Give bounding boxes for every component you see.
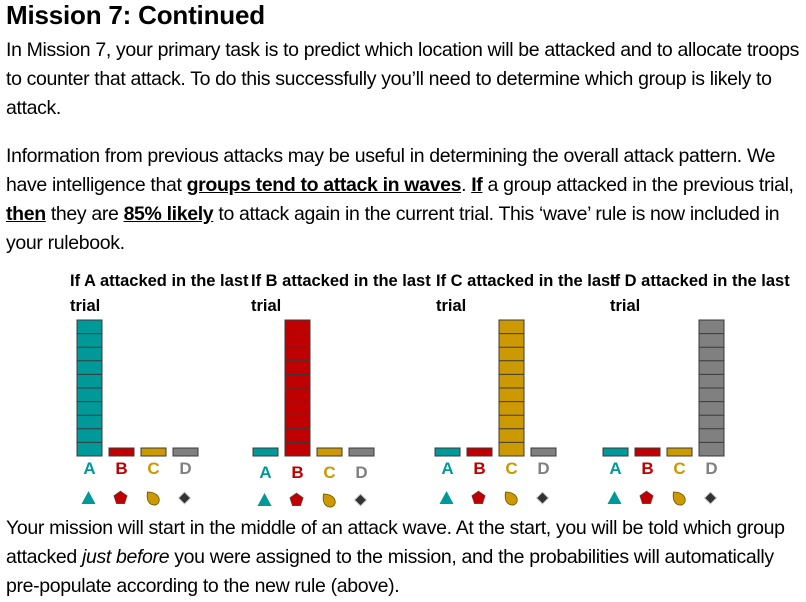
bar-c bbox=[666, 447, 693, 457]
diamond-icon bbox=[353, 493, 368, 507]
bar-a bbox=[252, 447, 279, 457]
pentagon-icon bbox=[471, 490, 486, 505]
text-segment: to attack again in the current trial. Th… bbox=[6, 203, 780, 254]
category-label-d: D bbox=[355, 463, 367, 482]
triangle-icon bbox=[607, 491, 622, 504]
bar-b bbox=[634, 447, 661, 457]
category-label-b: B bbox=[115, 459, 127, 478]
bar-d bbox=[530, 447, 557, 457]
pentagon-icon bbox=[639, 490, 654, 505]
teardrop-icon bbox=[322, 493, 336, 508]
emphasis-just-before: just before bbox=[81, 546, 170, 568]
emphasis-then: then bbox=[6, 203, 46, 225]
bar-c bbox=[316, 447, 343, 457]
text-segment: they are bbox=[45, 203, 124, 225]
teardrop-icon bbox=[146, 491, 160, 506]
bar-d bbox=[172, 447, 199, 457]
bar-a bbox=[602, 447, 629, 457]
text-segment: . bbox=[461, 174, 472, 196]
emphasis-85-percent: 85% likely bbox=[123, 203, 214, 225]
category-label-c: C bbox=[505, 459, 517, 478]
chart-b-title: If B attacked in the last trial bbox=[251, 272, 431, 315]
category-label-a: A bbox=[441, 459, 453, 478]
category-label-c: C bbox=[323, 463, 335, 482]
text-segment: you were assigned to the mission, and th… bbox=[6, 546, 774, 597]
text-segment: Your mission will start in the middle of… bbox=[6, 517, 785, 568]
category-label-d: D bbox=[537, 459, 549, 478]
category-label-b: B bbox=[641, 459, 653, 478]
pentagon-icon bbox=[289, 492, 304, 507]
diamond-icon bbox=[177, 491, 192, 505]
emphasis-waves: groups tend to attack in waves bbox=[186, 174, 462, 196]
category-label-c: C bbox=[673, 459, 685, 478]
bar-d bbox=[348, 447, 375, 457]
teardrop-icon bbox=[672, 491, 686, 506]
category-label-b: B bbox=[291, 463, 303, 482]
category-label-a: A bbox=[83, 459, 95, 478]
diamond-icon bbox=[535, 491, 550, 505]
chart-a-title: If A attacked in the last trial bbox=[70, 272, 249, 315]
category-label-a: A bbox=[609, 459, 621, 478]
mission-start-paragraph: Your mission will start in the middle of… bbox=[6, 514, 806, 601]
bar-a bbox=[434, 447, 461, 457]
pentagon-icon bbox=[113, 490, 128, 505]
triangle-icon bbox=[439, 491, 454, 504]
page-title: Mission 7: Continued bbox=[6, 0, 265, 30]
triangle-icon bbox=[81, 491, 96, 504]
triangle-icon bbox=[257, 493, 272, 506]
category-label-d: D bbox=[179, 459, 191, 478]
intro-paragraph: In Mission 7, your primary task is to pr… bbox=[6, 39, 800, 119]
emphasis-if: If bbox=[471, 174, 483, 196]
teardrop-icon bbox=[504, 491, 518, 506]
bar-c bbox=[140, 447, 167, 457]
bar-b bbox=[108, 447, 135, 457]
wave-rule-paragraph: Information from previous attacks may be… bbox=[6, 142, 806, 258]
text-segment: Information from previous attacks may be… bbox=[6, 145, 776, 196]
category-label-b: B bbox=[473, 459, 485, 478]
chart-d-title: If D attacked in the last trial bbox=[610, 272, 790, 315]
category-label-a: A bbox=[259, 463, 271, 482]
text-segment: a group attacked in the previous trial, bbox=[482, 174, 794, 196]
chart-c-title: If C attacked in the last trial bbox=[436, 272, 616, 315]
category-label-c: C bbox=[147, 459, 159, 478]
diamond-icon bbox=[703, 491, 718, 505]
bar-b bbox=[466, 447, 493, 457]
category-label-d: D bbox=[705, 459, 717, 478]
